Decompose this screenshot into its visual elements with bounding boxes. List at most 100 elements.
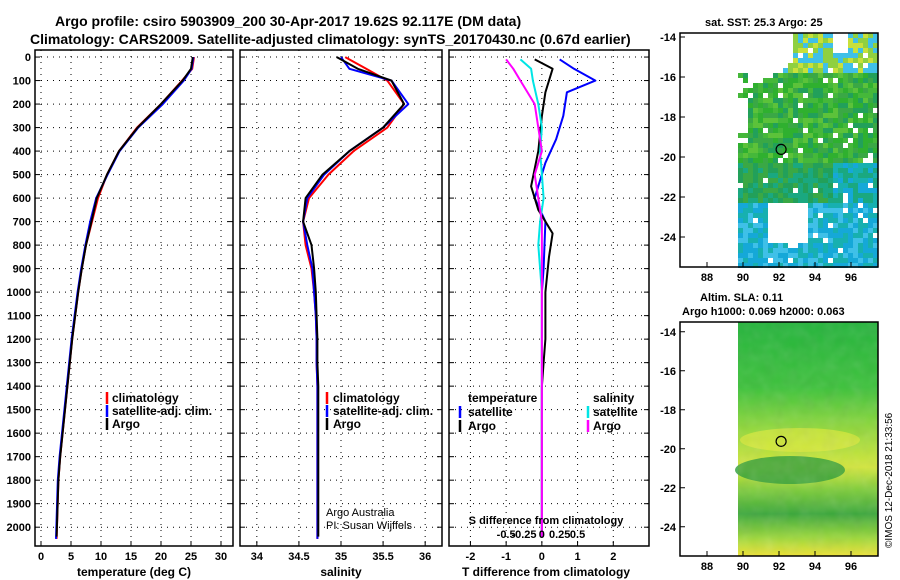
sst-cell bbox=[858, 223, 863, 228]
map-y-tick-label: -14 bbox=[660, 327, 677, 339]
sst-cell bbox=[813, 88, 818, 93]
sst-cell bbox=[868, 148, 873, 153]
sst-cell bbox=[823, 103, 828, 108]
sst-cell bbox=[813, 193, 818, 198]
s-tick-label: 0 bbox=[539, 529, 545, 541]
sst-cell bbox=[833, 228, 838, 233]
sst-cell bbox=[848, 148, 853, 153]
sst-cell bbox=[873, 48, 878, 53]
sst-cell bbox=[813, 228, 818, 233]
sst-cell bbox=[748, 168, 753, 173]
sst-cell bbox=[823, 223, 828, 228]
sst-cell bbox=[838, 138, 843, 143]
sst-cell bbox=[763, 213, 768, 218]
sst-cell bbox=[863, 168, 868, 173]
sst-cell bbox=[753, 178, 758, 183]
sst-cell bbox=[783, 73, 788, 78]
sst-cell bbox=[818, 193, 823, 198]
sst-cell bbox=[863, 43, 868, 48]
sst-cell bbox=[813, 53, 818, 58]
sst-cell bbox=[843, 53, 848, 58]
sst-cell bbox=[873, 173, 878, 178]
x-tick-label: 34.5 bbox=[288, 551, 309, 563]
sst-cell bbox=[768, 118, 773, 123]
sst-cell bbox=[763, 208, 768, 213]
sst-cell bbox=[818, 53, 823, 58]
sst-cell bbox=[848, 173, 853, 178]
sst-cell bbox=[828, 193, 833, 198]
sst-cell bbox=[773, 73, 778, 78]
temperature-ticks: 0 5 10 15 20 25 30 bbox=[35, 56, 233, 563]
sst-cell bbox=[748, 233, 753, 238]
legend-label-argo: Argo bbox=[112, 417, 140, 431]
sst-cell bbox=[753, 173, 758, 178]
sst-cell bbox=[773, 263, 778, 268]
sst-cell bbox=[778, 128, 783, 133]
sst-cell bbox=[873, 153, 878, 158]
sst-cell bbox=[818, 263, 823, 268]
sst-cell bbox=[838, 93, 843, 98]
sst-cell bbox=[858, 218, 863, 223]
sst-cell bbox=[763, 148, 768, 153]
sst-cell bbox=[748, 213, 753, 218]
sst-cell bbox=[863, 133, 868, 138]
sst-cell bbox=[798, 173, 803, 178]
sst-cell bbox=[798, 158, 803, 163]
sst-cell bbox=[743, 238, 748, 243]
sst-cell bbox=[783, 93, 788, 98]
sst-cell bbox=[843, 168, 848, 173]
sst-cell bbox=[783, 163, 788, 168]
sst-cell bbox=[828, 128, 833, 133]
sst-cell bbox=[763, 253, 768, 258]
sst-cell bbox=[823, 128, 828, 133]
sst-cell bbox=[828, 228, 833, 233]
sst-cell bbox=[823, 53, 828, 58]
sst-cell bbox=[863, 263, 868, 268]
sst-cell bbox=[748, 198, 753, 203]
sst-cell bbox=[858, 88, 863, 93]
sst-cell bbox=[838, 208, 843, 213]
sst-cell bbox=[778, 88, 783, 93]
sst-cell bbox=[853, 68, 858, 73]
sst-cell bbox=[843, 253, 848, 258]
sst-cell bbox=[803, 163, 808, 168]
sst-cell bbox=[808, 258, 813, 263]
sst-cell bbox=[853, 143, 858, 148]
sst-cell bbox=[793, 83, 798, 88]
sst-cell bbox=[773, 128, 778, 133]
sla-map-title: Altim. SLA: 0.11 bbox=[700, 292, 783, 304]
sst-cell bbox=[873, 253, 878, 258]
sst-cell bbox=[833, 88, 838, 93]
sst-cell bbox=[848, 168, 853, 173]
depth-tick-label: 1000 bbox=[7, 287, 31, 299]
sst-cell bbox=[843, 113, 848, 118]
sst-cell bbox=[773, 118, 778, 123]
sst-cell bbox=[843, 228, 848, 233]
sst-cell bbox=[773, 243, 778, 248]
sst-cell bbox=[758, 148, 763, 153]
sst-cell bbox=[748, 163, 753, 168]
sst-cell bbox=[758, 108, 763, 113]
map-x-tick-label: 88 bbox=[701, 272, 713, 284]
sst-cell bbox=[853, 93, 858, 98]
sst-cell bbox=[793, 198, 798, 203]
x-tick-label: 20 bbox=[155, 551, 167, 563]
sst-cell bbox=[778, 118, 783, 123]
sst-cell bbox=[743, 148, 748, 153]
sst-cell bbox=[843, 58, 848, 63]
sst-cell bbox=[853, 33, 858, 38]
sst-cell bbox=[778, 153, 783, 158]
sst-cell bbox=[753, 193, 758, 198]
sst-cell bbox=[758, 93, 763, 98]
sst-cell bbox=[773, 183, 778, 188]
map-x-tick-label: 94 bbox=[809, 272, 822, 284]
sst-cell bbox=[848, 63, 853, 68]
sst-cell bbox=[853, 163, 858, 168]
sst-cell bbox=[873, 98, 878, 103]
map-y-tick-label: -18 bbox=[660, 405, 676, 417]
sst-cell bbox=[853, 193, 858, 198]
sst-cell bbox=[853, 228, 858, 233]
sst-cell bbox=[818, 243, 823, 248]
sst-cell bbox=[848, 223, 853, 228]
sst-cell bbox=[853, 78, 858, 83]
